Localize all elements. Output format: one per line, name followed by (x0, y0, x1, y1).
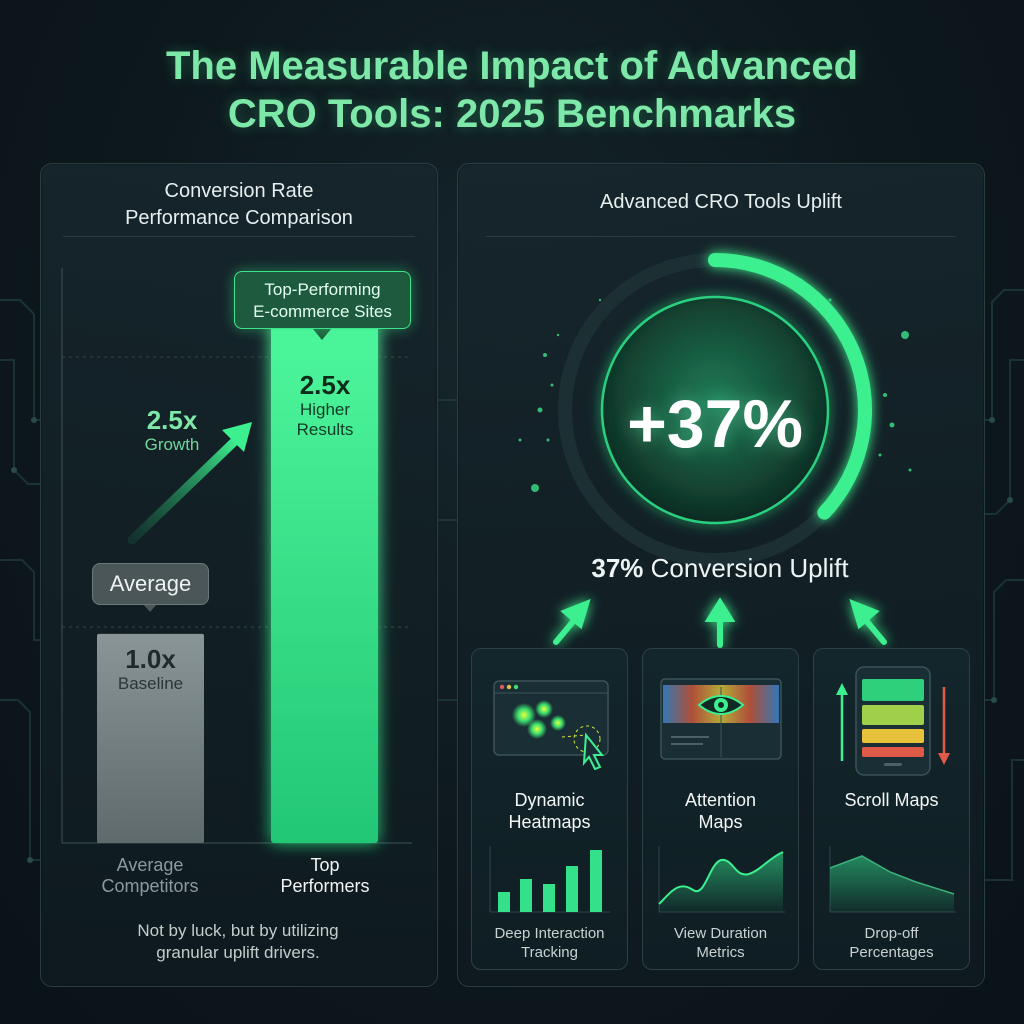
page-title: The Measurable Impact of Advanced CRO To… (0, 42, 1024, 138)
card-sub-attention: View Duration Metrics (643, 924, 798, 962)
growth-value: 2.5x (146, 405, 198, 435)
bar-avg-value: 1.0x (125, 644, 176, 674)
category-label-top: Top Performers (260, 855, 390, 897)
right-panel-title: Advanced CRO Tools Uplift (600, 191, 842, 213)
uplift-caption-rest: Conversion Uplift (643, 553, 849, 583)
footnote-line-1: Not by luck, but by utilizing (137, 921, 339, 940)
category-label-average: Average Competitors (85, 855, 215, 897)
card-title-attention: Attention Maps (643, 789, 798, 833)
gauge-value: +37% (627, 386, 803, 462)
bar-avg-sublabel: Baseline (117, 674, 184, 693)
eye-attention-icon (660, 678, 782, 760)
footnote-line-2: granular uplift drivers. (156, 943, 320, 962)
category-average-line-2: Competitors (101, 876, 199, 896)
card-2-sub-line-1: Drop-off (864, 925, 919, 942)
left-title-line-2: Performance Comparison (125, 207, 353, 229)
card-1-title-line-2: Maps (698, 812, 743, 832)
card-0-title-line-1: Dynamic (514, 790, 585, 810)
bar-top-label: 2.5x Higher Results (272, 370, 378, 440)
category-top-line-2: Performers (280, 876, 370, 896)
title-line-2: CRO Tools: 2025 Benchmarks (227, 92, 797, 136)
mini-bar-chart-icon (489, 846, 610, 913)
card-0-sub-line-1: Deep Interaction (494, 925, 605, 942)
mini-area-chart-icon (658, 846, 785, 913)
left-footnote: Not by luck, but by utilizing granular u… (40, 920, 436, 964)
bar-avg-label: 1.0x Baseline (97, 644, 204, 694)
card-0-title-line-2: Heatmaps (508, 812, 591, 832)
category-average-line-1: Average (116, 855, 184, 875)
mini-decline-chart-icon (829, 846, 956, 913)
card-2-title-line-1: Scroll Maps (844, 790, 939, 810)
card-attention-maps: Attention Maps View Duration Metrics (642, 648, 799, 970)
bar-top-value: 2.5x (299, 370, 351, 400)
average-badge: Average (92, 563, 209, 605)
growth-annotation: 2.5x Growth (126, 405, 218, 455)
growth-label: Growth (144, 435, 200, 454)
card-0-sub-line-2: Tracking (521, 944, 578, 961)
card-2-sub-line-2: Percentages (849, 944, 934, 961)
top-badge-line-2: E-commerce Sites (253, 302, 392, 321)
uplift-caption-bold: 37% (591, 553, 644, 583)
phone-scroll-icon (836, 666, 950, 776)
card-title-heatmaps: Dynamic Heatmaps (472, 789, 627, 833)
card-sub-scroll: Drop-off Percentages (814, 924, 969, 962)
card-1-sub-line-1: View Duration (673, 925, 768, 942)
card-scroll-maps: Scroll Maps Drop-off Percentages (813, 648, 970, 970)
card-dynamic-heatmaps: Dynamic Heatmaps Deep Interaction Tracki… (471, 648, 628, 970)
heatmap-browser-icon (493, 680, 609, 771)
top-performing-badge: Top-Performing E-commerce Sites (234, 271, 411, 329)
bar-top-sublabel: Higher Results (296, 400, 354, 439)
card-title-scroll: Scroll Maps (814, 789, 969, 811)
left-title-line-1: Conversion Rate (164, 180, 314, 202)
card-1-sub-line-2: Metrics (696, 944, 745, 961)
left-title-divider (63, 236, 415, 237)
card-sub-heatmaps: Deep Interaction Tracking (472, 924, 627, 962)
uplift-caption: 37% Conversion Uplift (457, 553, 983, 583)
category-top-line-1: Top (310, 855, 340, 875)
title-line-1: The Measurable Impact of Advanced (165, 44, 859, 88)
card-1-title-line-1: Attention (684, 790, 757, 810)
left-panel-title: Conversion Rate Performance Comparison (41, 178, 437, 232)
right-title-divider (486, 236, 956, 237)
top-badge-line-1: Top-Performing (264, 280, 381, 299)
